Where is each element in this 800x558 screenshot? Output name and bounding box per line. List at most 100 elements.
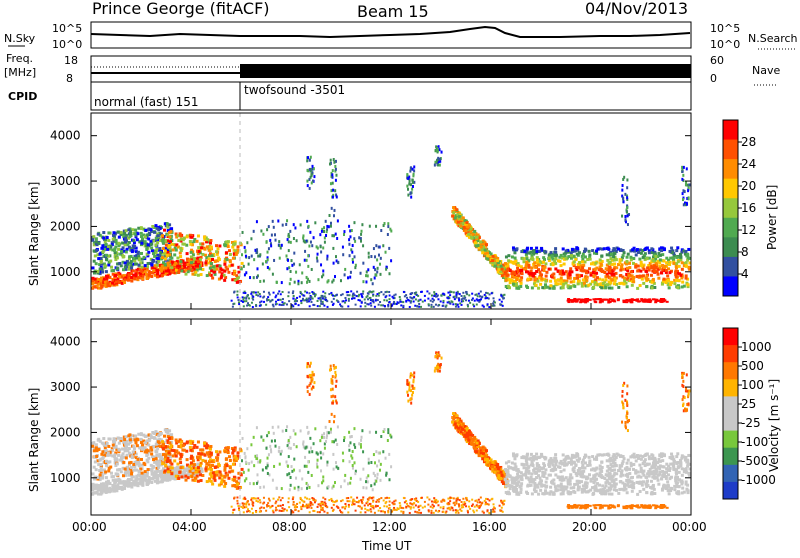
power-echo-cell <box>137 264 140 267</box>
power-echo-cell <box>507 259 510 262</box>
power-echo-cell <box>143 256 146 259</box>
velocity-echo-cell <box>132 475 135 478</box>
power-echo-cell <box>182 238 185 241</box>
power-echo-cell <box>535 250 538 253</box>
power-echo-cell <box>352 244 354 247</box>
power-echo-cell <box>141 275 144 278</box>
velocity-echo-cell <box>453 497 455 499</box>
velocity-echo-cell <box>100 467 103 470</box>
velocity-echo-cell <box>471 499 473 501</box>
velocity-echo-cell <box>147 468 150 471</box>
power-echo-cell <box>252 306 254 308</box>
power-echo-cell <box>534 266 537 269</box>
power-echo-cell <box>242 299 244 301</box>
power-echo-cell <box>493 304 495 306</box>
power-echo-cell <box>166 262 169 265</box>
power-echo-cell <box>316 256 318 259</box>
power-echo-cell <box>684 190 686 193</box>
power-echo-cell <box>479 295 481 297</box>
power-echo-cell <box>313 304 315 306</box>
power-echo-cell <box>555 254 558 257</box>
power-echo-cell <box>263 301 265 303</box>
velocity-echo-cell <box>468 506 470 508</box>
power-echo-cell <box>161 234 164 237</box>
power-echo-cell <box>494 301 496 303</box>
power-echo-cell <box>269 301 271 303</box>
power-echo-cell <box>242 231 244 234</box>
power-echo-cell <box>317 278 319 281</box>
power-echo-cell <box>292 292 294 294</box>
power-echo-cell <box>594 262 597 265</box>
velocity-echo-cell <box>487 509 489 511</box>
power-echo-cell <box>330 225 332 228</box>
power-echo-cell <box>150 275 153 278</box>
power-echo-cell <box>687 248 690 251</box>
power-echo-cell <box>127 279 130 282</box>
power-echo-cell <box>484 249 487 252</box>
power-echo-cell <box>238 303 240 305</box>
velocity-echo-cell <box>292 503 294 505</box>
power-echo-cell <box>194 271 197 274</box>
power-echo-cell <box>150 246 153 249</box>
velocity-echo-cell <box>293 501 295 503</box>
velocity-echo-cell <box>131 455 134 458</box>
power-echo-cell <box>592 275 595 278</box>
velocity-echo-cell <box>229 466 232 469</box>
power-echo-cell <box>558 260 561 263</box>
power-echo-cell <box>140 235 143 238</box>
velocity-echo-cell <box>113 437 116 440</box>
power-echo-cell <box>311 291 313 293</box>
power-echo-cell <box>278 244 280 247</box>
velocity-echo-cell <box>97 448 100 451</box>
power-echo-cell <box>307 156 309 159</box>
power-echo-cell <box>371 291 373 293</box>
velocity-echo-cell <box>134 435 137 438</box>
velocity-echo-cell <box>189 449 192 452</box>
power-echo-cell <box>273 305 275 307</box>
power-echo-cell <box>237 296 239 298</box>
power-echo-cell <box>317 253 319 256</box>
power-echo-cell <box>460 224 463 227</box>
velocity-echo-cell <box>308 498 310 500</box>
velocity-echo-cell <box>227 477 230 480</box>
power-echo-cell <box>263 291 265 293</box>
power-echo-cell <box>501 274 504 277</box>
power-echo-cell <box>665 261 668 264</box>
power-echo-cell <box>461 295 463 297</box>
power-echo-cell <box>468 294 470 296</box>
power-echo-cell <box>548 268 551 271</box>
power-echo-cell <box>146 233 149 236</box>
power-echo-cell <box>319 297 321 299</box>
power-echo-cell <box>612 247 615 250</box>
velocity-echo-cell <box>109 466 112 469</box>
power-echo-cell <box>675 256 678 259</box>
power-echo-cell <box>654 301 657 303</box>
power-echo-cell <box>581 285 584 288</box>
power-echo-layer <box>91 145 691 308</box>
power-echo-cell <box>382 244 384 247</box>
power-echo-cell <box>115 280 118 283</box>
velocity-echo-cell <box>396 509 398 511</box>
power-echo-cell <box>332 189 334 192</box>
power-echo-cell <box>256 267 258 270</box>
velocity-echo-cell <box>347 500 349 502</box>
power-echo-cell <box>626 186 628 189</box>
velocity-echo-cell <box>238 509 240 511</box>
power-echo-cell <box>456 297 458 299</box>
power-echo-cell <box>462 300 464 302</box>
power-echo-cell <box>551 274 554 277</box>
power-echo-cell <box>287 295 289 297</box>
power-echo-cell <box>220 275 223 278</box>
velocity-echo-cell <box>189 470 192 473</box>
power-echo-cell <box>493 262 496 265</box>
power-echo-cell <box>452 303 454 305</box>
power-echo-cell <box>578 261 581 264</box>
power-echo-cell <box>502 305 504 307</box>
power-echo-cell <box>304 250 306 253</box>
power-echo-cell <box>380 304 382 306</box>
velocity-echo-cell <box>170 472 173 475</box>
velocity-echo-cell <box>341 512 343 514</box>
velocity-echo-cell <box>378 498 380 500</box>
power-echo-cell <box>503 297 505 299</box>
